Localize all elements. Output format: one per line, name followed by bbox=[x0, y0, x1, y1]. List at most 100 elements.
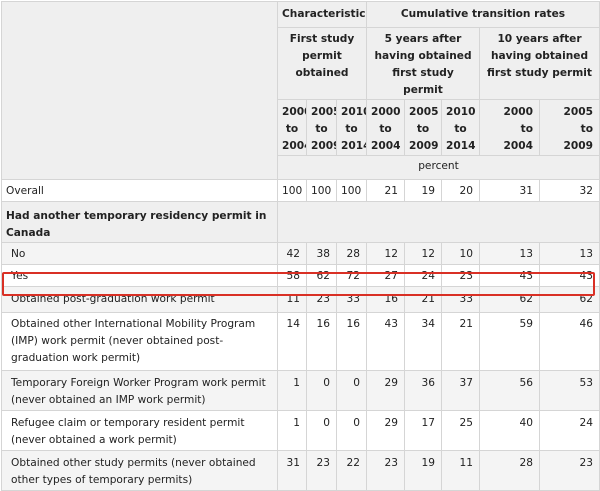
table-cell: 37 bbox=[441, 370, 480, 411]
table-cell: 43 bbox=[366, 312, 405, 371]
header-corner bbox=[1, 1, 278, 180]
table-cell: 28 bbox=[479, 450, 540, 491]
table-cell: 12 bbox=[404, 242, 442, 265]
table-cell: 16 bbox=[336, 312, 367, 371]
table-cell: 62 bbox=[539, 286, 600, 313]
table-cell: 12 bbox=[366, 242, 405, 265]
group-heading: Had another temporary residency permit i… bbox=[1, 201, 278, 243]
table-cell: 14 bbox=[277, 312, 307, 371]
header-first-study-permit: First study permit obtained bbox=[277, 27, 367, 100]
header-five-years: 5 years after having obtained first stud… bbox=[366, 27, 480, 100]
table-cell: 42 bbox=[277, 242, 307, 265]
table-cell: 100 bbox=[306, 179, 337, 202]
row-label: Temporary Foreign Worker Program work pe… bbox=[1, 370, 278, 411]
table-cell: 20 bbox=[441, 179, 480, 202]
table-cell: 1 bbox=[277, 410, 307, 451]
group-row: Had another temporary residency permit i… bbox=[1, 201, 600, 243]
table-cell: 27 bbox=[366, 264, 405, 287]
table-cell: 31 bbox=[479, 179, 540, 202]
header-ten-years: 10 years after having obtained first stu… bbox=[479, 27, 600, 100]
table-row: Obtained other study permits (never obta… bbox=[1, 450, 600, 491]
table-row: Yes 58 62 72 27 24 23 43 43 bbox=[1, 264, 600, 287]
table-cell: 59 bbox=[479, 312, 540, 371]
table-cell: 28 bbox=[336, 242, 367, 265]
table-cell: 56 bbox=[479, 370, 540, 411]
table-cell: 21 bbox=[366, 179, 405, 202]
table-cell: 22 bbox=[336, 450, 367, 491]
table-cell: 43 bbox=[479, 264, 540, 287]
table-cell: 23 bbox=[539, 450, 600, 491]
row-label: Obtained post-graduation work permit bbox=[1, 286, 278, 313]
header-cumulative-rates: Cumulative transition rates bbox=[366, 1, 600, 28]
table-cell: 23 bbox=[306, 450, 337, 491]
table-cell: 24 bbox=[404, 264, 442, 287]
table-cell: 11 bbox=[441, 450, 480, 491]
table-cell: 21 bbox=[441, 312, 480, 371]
table-cell: 13 bbox=[539, 242, 600, 265]
table-cell: 23 bbox=[441, 264, 480, 287]
table-cell: 23 bbox=[366, 450, 405, 491]
table-cell: 29 bbox=[366, 370, 405, 411]
table-cell: 33 bbox=[441, 286, 480, 313]
table-cell: 10 bbox=[441, 242, 480, 265]
table-cell: 72 bbox=[336, 264, 367, 287]
table-cell: 43 bbox=[539, 264, 600, 287]
table-cell: 46 bbox=[539, 312, 600, 371]
unit-label: percent bbox=[277, 155, 600, 180]
table-cell: 29 bbox=[366, 410, 405, 451]
table-cell: 17 bbox=[404, 410, 442, 451]
table-row: Refugee claim or temporary resident perm… bbox=[1, 410, 600, 451]
table-cell: 100 bbox=[277, 179, 307, 202]
table-cell: 13 bbox=[479, 242, 540, 265]
table-cell: 19 bbox=[404, 179, 442, 202]
table-cell: 1 bbox=[277, 370, 307, 411]
table-cell: 34 bbox=[404, 312, 442, 371]
group-fill bbox=[277, 201, 600, 243]
table-row: Temporary Foreign Worker Program work pe… bbox=[1, 370, 600, 411]
table-row: Obtained other International Mobility Pr… bbox=[1, 312, 600, 371]
table-cell: 0 bbox=[336, 410, 367, 451]
table-cell: 33 bbox=[336, 286, 367, 313]
table-row: No 42 38 28 12 12 10 13 13 bbox=[1, 242, 600, 265]
table-cell: 62 bbox=[479, 286, 540, 313]
row-label: No bbox=[1, 242, 278, 265]
table-cell: 11 bbox=[277, 286, 307, 313]
row-label: Yes bbox=[1, 264, 278, 287]
table-cell: 38 bbox=[306, 242, 337, 265]
table-cell: 19 bbox=[404, 450, 442, 491]
table-cell: 23 bbox=[306, 286, 337, 313]
row-label: Obtained other International Mobility Pr… bbox=[1, 312, 278, 371]
table-row: Overall 100 100 100 21 19 20 31 32 bbox=[1, 179, 600, 202]
table-cell: 32 bbox=[539, 179, 600, 202]
table-cell: 36 bbox=[404, 370, 442, 411]
table-row-highlighted: Obtained post-graduation work permit 11 … bbox=[1, 286, 600, 313]
table-cell: 0 bbox=[306, 410, 337, 451]
table-cell: 100 bbox=[336, 179, 367, 202]
table-cell: 62 bbox=[306, 264, 337, 287]
table-cell: 25 bbox=[441, 410, 480, 451]
table-cell: 40 bbox=[479, 410, 540, 451]
row-label: Refugee claim or temporary resident perm… bbox=[1, 410, 278, 451]
table-cell: 58 bbox=[277, 264, 307, 287]
table-cell: 24 bbox=[539, 410, 600, 451]
row-label: Obtained other study permits (never obta… bbox=[1, 450, 278, 491]
table-cell: 0 bbox=[306, 370, 337, 411]
table-cell: 0 bbox=[336, 370, 367, 411]
header-characteristics: Characteristics bbox=[277, 1, 367, 28]
table-cell: 31 bbox=[277, 450, 307, 491]
row-label: Overall bbox=[1, 179, 278, 202]
table-cell: 16 bbox=[366, 286, 405, 313]
table-cell: 16 bbox=[306, 312, 337, 371]
table-cell: 21 bbox=[404, 286, 442, 313]
